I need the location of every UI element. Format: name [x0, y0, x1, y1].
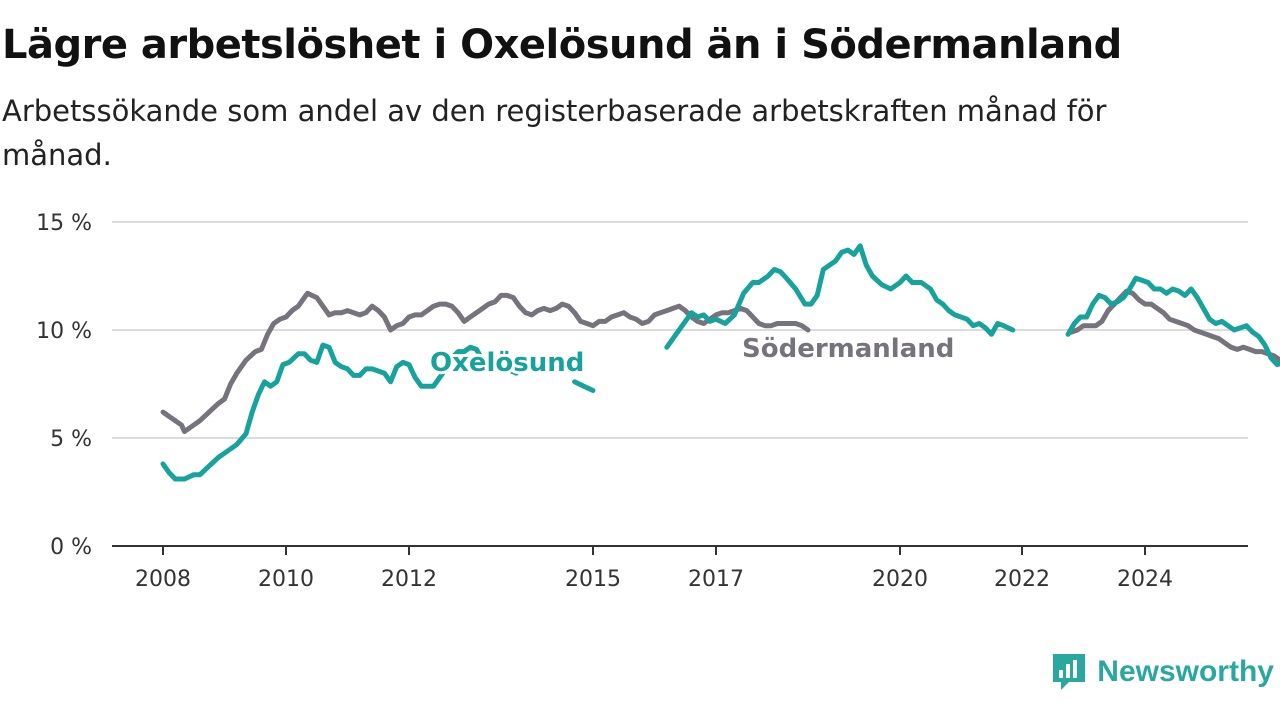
series-labels: OxelösundSödermanland8,9 %8 % — [427, 331, 957, 381]
x-axis-ticks: 2008 2010 2012 2015 2017 2020 2022 2024 — [135, 546, 1173, 592]
x-tick-label: 2024 — [1117, 567, 1173, 592]
newsworthy-brand: Newsworthy — [1051, 652, 1274, 692]
x-tick-label: 2022 — [994, 567, 1050, 592]
x-tick-label: 2012 — [381, 567, 437, 592]
x-tick-label: 2017 — [688, 567, 744, 592]
x-tick-label: 2015 — [565, 567, 621, 592]
series-line-oxelosund — [160, 243, 1280, 482]
brand-name: Newsworthy — [1097, 655, 1274, 688]
y-tick-label: 15 % — [36, 211, 92, 236]
y-tick-label: 0 % — [50, 535, 92, 560]
x-tick-label: 2010 — [258, 567, 314, 592]
x-tick-label: 2020 — [872, 567, 928, 592]
newsworthy-logo-icon — [1053, 654, 1086, 690]
chart-title: Lägre arbetslöshet i Oxelösund än i Söde… — [2, 22, 1122, 68]
chart-subtitle: Arbetssökande som andel av den registerb… — [2, 94, 1107, 172]
y-axis-ticks: 0 % 5 % 10 % 15 % — [36, 211, 92, 560]
y-tick-label: 10 % — [36, 319, 92, 344]
y-tick-label: 5 % — [50, 427, 92, 452]
x-tick-label: 2008 — [135, 567, 191, 592]
series-label-sodermanland: Södermanland — [742, 334, 954, 364]
series-line-sodermanland — [160, 288, 1280, 434]
series-label-oxelosund: Oxelösund — [430, 348, 584, 378]
series-lines — [160, 243, 1280, 482]
